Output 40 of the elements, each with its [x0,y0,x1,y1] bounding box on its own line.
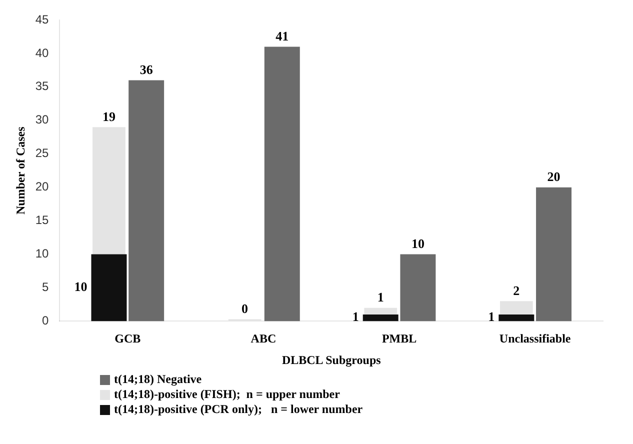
data-label: 0 [242,301,248,316]
data-label: 1 [352,309,359,324]
bar [91,254,127,322]
bar [264,46,300,322]
y-tick-label: 25 [35,146,50,160]
data-label: 2 [513,282,520,298]
x-tick-label: PMBL [382,331,417,346]
x-tick-label: Unclassifiable [499,331,572,346]
bar [128,80,164,322]
y-tick-label: 40 [35,46,50,60]
x-tick-label: ABC [250,331,276,346]
bar [498,314,534,322]
y-tick-label: 20 [35,180,50,194]
bar [92,127,126,254]
y-tick-label: 10 [35,246,50,261]
data-label: 19 [102,108,116,124]
data-label: 1 [377,290,384,305]
data-label: 36 [140,62,154,78]
data-label: 10 [74,279,88,294]
data-label: 20 [547,169,560,184]
y-tick-label: 30 [35,112,50,127]
y-tick-label: 35 [35,79,50,94]
bar [362,314,398,322]
data-label: 1 [488,309,495,324]
x-axis-title: DLBCL Subgroups [282,352,382,367]
data-label: 10 [411,236,424,252]
legend-label: t(14;18)-positive (FISH); n = upper number [114,387,340,402]
y-axis-title: Number of Cases [13,126,28,214]
y-tick-label: 15 [35,213,50,228]
y-tick-label: 45 [35,12,50,26]
bar [400,254,436,322]
legend-label: t(14;18)-positive (PCR only); n = lower number [114,402,363,417]
y-tick-label: 5 [42,280,50,294]
legend-label: t(14;18) Negative [114,372,202,387]
data-label: 41 [276,28,289,44]
bar [536,187,572,322]
x-tick-label: GCB [114,331,141,346]
bar [500,301,533,315]
bar [364,308,398,315]
y-tick-label: 0 [42,314,50,328]
